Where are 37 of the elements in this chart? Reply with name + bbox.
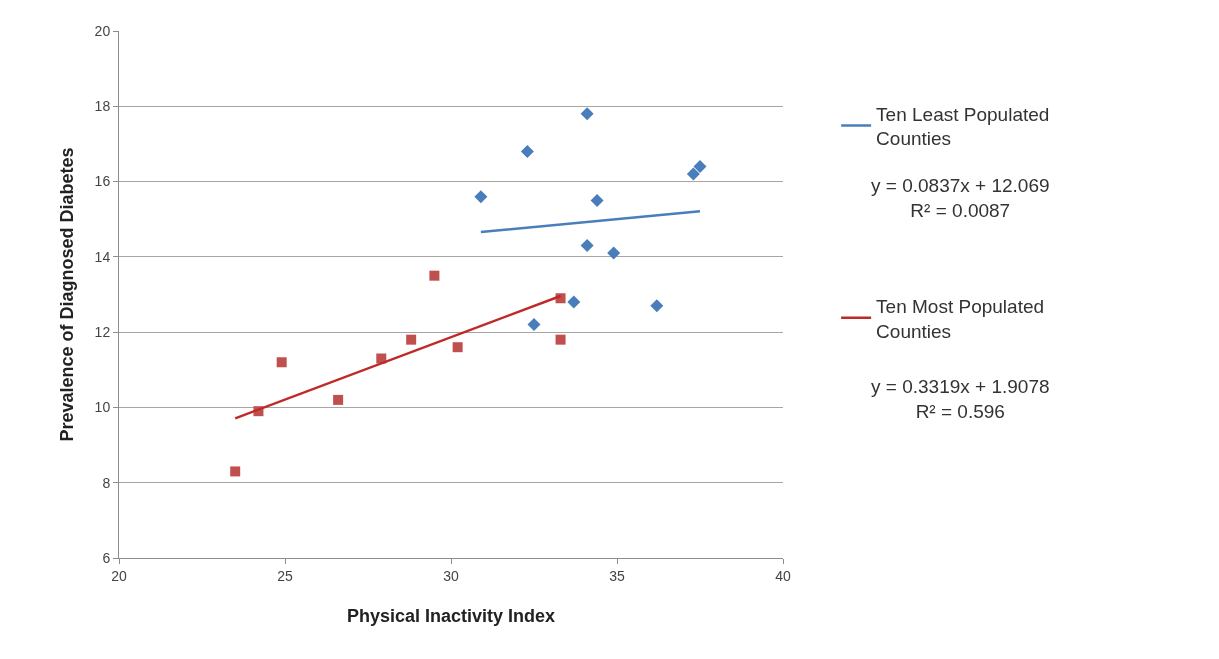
point [580,107,594,121]
point [567,295,581,309]
point [520,144,534,158]
point [276,357,287,368]
text: y = 0.0837x + 12.069 R² = 0.0087 [871,175,1050,221]
point [607,246,621,260]
y-tick-label: 18 [94,98,111,115]
point [693,160,707,174]
text: y = 0.3319x + 1.9078 R² = 0.596 [871,376,1050,422]
y-tick-label: 20 [94,22,111,39]
y-tick-label: 14 [94,248,111,265]
point [429,270,440,281]
point [333,394,344,405]
y-axis-title: Prevalence of Diagnosed Diabetes [57,147,77,442]
point [376,353,387,364]
x-tick-label: 30 [443,567,459,584]
y-tick-label: 10 [94,399,111,416]
point [452,342,463,353]
x-tick-label: 40 [775,567,791,584]
y-tick-label: 6 [102,549,111,566]
point [686,167,700,181]
point [230,466,241,477]
point [406,334,417,345]
y-tick-label: 8 [102,474,111,491]
point [474,190,488,204]
x-axis-title: Physical Inactivity Index [346,606,556,626]
legend-label: Ten Most Populated Counties [876,295,1045,342]
x-tick-label: 25 [277,567,293,584]
point [590,193,604,207]
legend-label: Ten Least Populated Counties [876,103,1050,150]
point [580,239,594,253]
x-tick-label: 35 [609,567,625,584]
y-tick-label: 16 [94,173,111,190]
point [527,318,541,332]
y-tick-label: 12 [94,324,111,341]
point [650,299,664,313]
point [555,334,566,345]
